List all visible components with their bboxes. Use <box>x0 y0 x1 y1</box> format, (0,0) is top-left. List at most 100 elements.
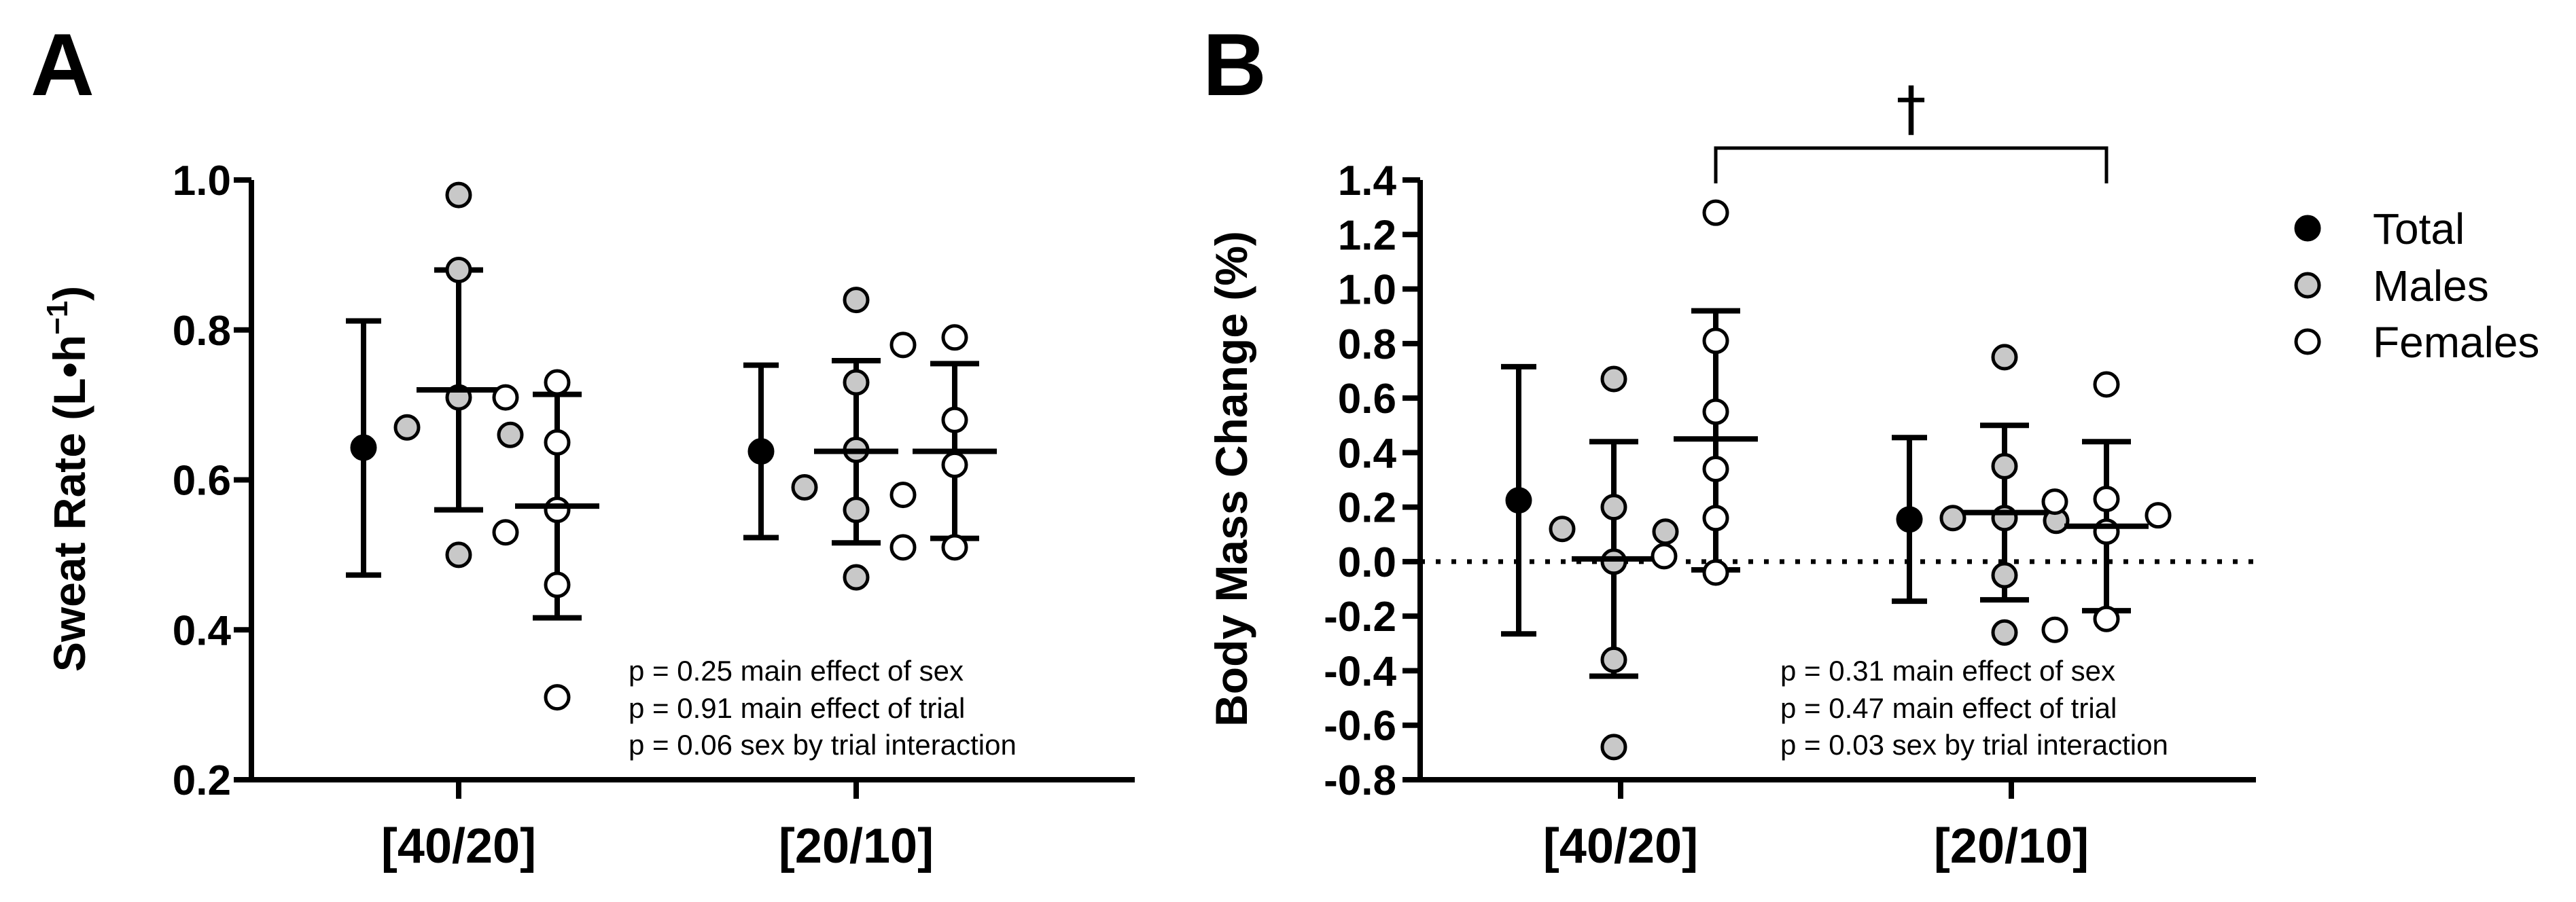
panel-letter: A <box>31 15 94 114</box>
data-point-females <box>1651 543 1678 570</box>
mean-point-total <box>350 434 377 461</box>
data-point-females <box>544 497 571 524</box>
stats-annotation: p = 0.25 main effect of sex <box>629 655 964 687</box>
y-tick-label: -0.8 <box>1324 757 1396 804</box>
data-point-females <box>941 451 968 478</box>
data-point-females <box>941 324 968 351</box>
y-tick-label: 0.6 <box>173 458 231 505</box>
data-point-females <box>492 384 519 411</box>
y-tick-label: -0.4 <box>1324 648 1396 695</box>
data-point-males <box>1549 516 1576 543</box>
y-axis-label-superscript: −1 <box>41 301 74 335</box>
x-category-label: [40/20] <box>381 819 536 873</box>
data-point-females <box>2093 371 2120 398</box>
legend-marker-males <box>2294 272 2321 299</box>
stats-annotation: p = 0.47 main effect of trial <box>1780 692 2117 724</box>
data-point-females <box>544 684 571 711</box>
significance-dagger: † <box>1896 73 1926 143</box>
data-point-females <box>2145 502 2172 529</box>
y-axis-label-main: Body Mass Change (%) <box>1206 231 1256 727</box>
data-point-females <box>1702 199 1729 226</box>
data-point-females <box>941 534 968 561</box>
data-point-females <box>2093 605 2120 632</box>
data-point-females <box>1702 455 1729 482</box>
data-point-females <box>2093 486 2120 513</box>
y-tick-label: -0.2 <box>1324 594 1396 641</box>
y-axis-label: Sweat Rate (L•h−1) <box>41 286 94 672</box>
x-category-label: [20/10] <box>1934 819 2089 873</box>
y-tick-label: 0.8 <box>173 308 231 355</box>
y-tick-label: 0.8 <box>1338 321 1396 368</box>
legend-label: Males <box>2373 261 2489 310</box>
mean-point-total <box>1896 506 1923 533</box>
y-tick-label: 0.4 <box>173 607 232 654</box>
data-point-males <box>1600 494 1627 521</box>
data-point-females <box>2041 616 2068 643</box>
x-category-label: [40/20] <box>1543 819 1698 873</box>
panel-a: A 0.2 0.4 0.6 0.8 1.0 Sweat Rate (L•h−1) [40/20… <box>31 15 1135 873</box>
y-tick-label: 1.2 <box>1338 212 1396 259</box>
legend: Total Males Females <box>2294 204 2539 367</box>
data-point-males <box>843 497 870 524</box>
data-point-males <box>1600 734 1627 761</box>
data-point-males <box>1991 619 2018 646</box>
data-point-females <box>544 571 571 598</box>
y-tick-label: 1.0 <box>1338 267 1396 314</box>
y-tick-label: -0.6 <box>1324 703 1396 750</box>
data-point-males <box>1991 562 2018 589</box>
data-point-females <box>544 369 571 396</box>
data-point-females <box>1702 505 1729 532</box>
data-point-males <box>445 541 472 569</box>
data-point-males <box>445 181 472 209</box>
y-tick-label: 0.2 <box>1338 485 1396 532</box>
data-point-females <box>544 429 571 456</box>
data-point-males <box>1652 518 1679 545</box>
y-tick-label: 0.0 <box>1338 539 1396 586</box>
mean-point-total <box>1505 487 1532 514</box>
legend-label: Females <box>2373 318 2539 367</box>
data-point-males <box>1991 452 2018 480</box>
panel-letter: B <box>1203 15 1267 114</box>
y-tick-label: 0.6 <box>1338 376 1396 422</box>
stats-annotation: p = 0.91 main effect of trial <box>629 692 965 724</box>
data-point-males <box>1939 505 1966 532</box>
data-point-males <box>843 287 870 314</box>
legend-marker-total <box>2294 215 2321 242</box>
data-point-males <box>843 369 870 396</box>
legend-marker-females <box>2294 328 2321 355</box>
data-point-males <box>497 421 524 448</box>
data-point-males <box>791 474 818 501</box>
y-tick-label: 1.0 <box>173 158 231 204</box>
data-point-females <box>1702 559 1729 586</box>
stats-annotation: p = 0.06 sex by trial interaction <box>629 729 1017 761</box>
mean-point-total <box>747 438 775 465</box>
y-tick-label: 0.2 <box>173 757 231 804</box>
panel-b: B -0.8 -0.6 -0.4 -0.2 0.0 0.2 0.4 0.6 0.8 1.0 1.2 1.… <box>1203 15 2256 873</box>
y-tick-label: 1.4 <box>1338 158 1397 204</box>
y-axis-label-main: Sweat Rate (L•h <box>44 335 94 672</box>
data-point-females <box>889 331 917 359</box>
y-axis-label-end: ) <box>44 286 94 301</box>
data-point-males <box>1600 646 1627 673</box>
significance-bracket <box>1714 146 2109 183</box>
legend-label: Total <box>2373 204 2465 253</box>
y-axis-label: Body Mass Change (%) <box>1206 231 1256 727</box>
data-point-females <box>941 406 968 433</box>
data-point-females <box>492 519 519 546</box>
x-category-label: [20/10] <box>779 819 934 873</box>
data-point-males <box>1600 365 1627 393</box>
y-tick-label: 0.4 <box>1338 430 1397 477</box>
data-point-males <box>1600 548 1627 575</box>
data-point-females <box>889 534 917 561</box>
stats-annotation: p = 0.31 main effect of sex <box>1780 655 2115 687</box>
data-point-males <box>843 564 870 591</box>
data-point-females <box>2041 488 2068 516</box>
data-point-females <box>1702 327 1729 355</box>
data-point-females <box>889 482 917 509</box>
data-point-males <box>1991 344 2018 371</box>
stats-annotation: p = 0.03 sex by trial interaction <box>1780 729 2168 761</box>
data-point-males <box>393 414 421 441</box>
data-point-males <box>445 256 472 283</box>
data-point-females <box>1702 398 1729 425</box>
